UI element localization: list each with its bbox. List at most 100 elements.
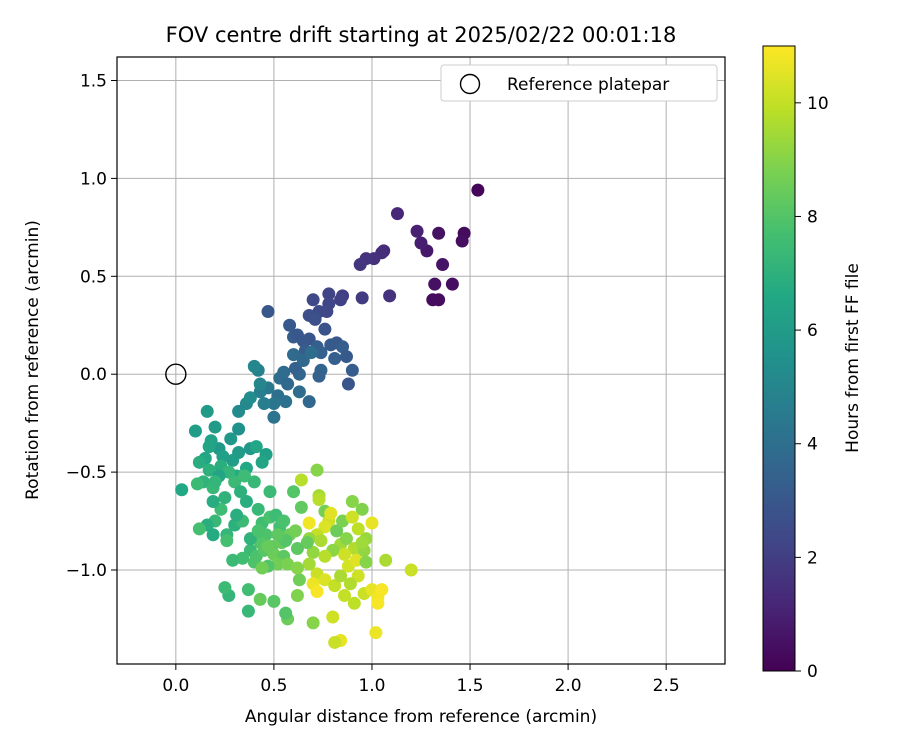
chart-title: FOV centre drift starting at 2025/02/22 … [166, 23, 677, 47]
data-point [255, 561, 269, 575]
data-point [249, 440, 263, 454]
data-point [320, 305, 334, 319]
legend-box [440, 64, 718, 102]
data-point [324, 506, 338, 520]
data-points [175, 183, 485, 649]
data-point [404, 563, 418, 577]
data-point [271, 528, 285, 542]
data-point [326, 610, 340, 624]
data-point [290, 561, 304, 575]
colorbar-tick-label: 0 [807, 662, 818, 682]
data-point [288, 524, 302, 538]
data-point [253, 377, 267, 391]
y-tick-label: 0.0 [80, 365, 107, 385]
data-point [343, 577, 357, 591]
data-point [294, 473, 308, 487]
data-point [310, 463, 324, 477]
data-point [351, 522, 365, 536]
data-point [251, 524, 265, 538]
data-point [314, 534, 328, 548]
data-point [287, 485, 301, 499]
data-point [218, 491, 232, 505]
data-point [290, 328, 304, 342]
data-point [234, 485, 248, 499]
data-point [208, 420, 222, 434]
data-point [334, 569, 348, 583]
data-point [359, 555, 373, 569]
data-point [328, 352, 342, 366]
data-point [232, 422, 246, 436]
data-point [277, 514, 291, 528]
data-point [336, 340, 350, 354]
colorbar-gradient [762, 45, 796, 672]
data-point [237, 469, 251, 483]
y-tick-label: 1.5 [80, 71, 107, 91]
data-point [318, 573, 332, 587]
data-point [349, 553, 363, 567]
data-point [410, 224, 424, 238]
data-point [267, 594, 281, 608]
data-point [232, 404, 246, 418]
data-point [236, 551, 250, 565]
data-point [279, 606, 293, 620]
data-point [190, 477, 204, 491]
colorbar-ticks: 0 2 4 6 8 10 [795, 94, 829, 682]
data-point [355, 291, 369, 305]
y-tick-label: −1.0 [66, 561, 107, 581]
x-axis-label: Angular distance from reference (arcmin) [245, 707, 597, 727]
data-point [294, 500, 308, 514]
data-point [328, 579, 342, 593]
data-point [345, 510, 359, 524]
data-point [292, 573, 306, 587]
data-point [283, 318, 297, 332]
data-point [310, 585, 324, 599]
data-point [241, 604, 255, 618]
data-point [306, 616, 320, 630]
data-point [175, 483, 189, 497]
data-point [339, 532, 353, 546]
legend: Reference platepar [440, 64, 718, 102]
data-point [318, 322, 332, 336]
data-point [281, 557, 295, 571]
data-point [271, 557, 285, 571]
data-point [341, 377, 355, 391]
data-point [432, 293, 446, 307]
data-point [241, 583, 255, 597]
y-axis-ticks: −1.0 −0.5 0.0 0.5 1.0 1.5 [66, 71, 117, 581]
data-point [261, 540, 275, 554]
data-point [302, 395, 316, 409]
data-point [318, 549, 332, 563]
data-point [287, 348, 301, 362]
data-point [222, 465, 236, 479]
data-point [369, 626, 383, 640]
reference-marker [165, 363, 187, 385]
data-point [371, 596, 385, 610]
data-point [345, 494, 359, 508]
data-point [257, 397, 271, 411]
data-point [314, 346, 328, 360]
data-point [279, 395, 293, 409]
data-point [306, 293, 320, 307]
data-point [261, 305, 275, 319]
data-point [292, 385, 306, 399]
y-axis-label: Rotation from reference (arcmin) [23, 220, 43, 500]
data-point [202, 463, 216, 477]
data-point [383, 289, 397, 303]
data-point [322, 287, 336, 301]
data-point [304, 346, 318, 360]
data-point [192, 455, 206, 469]
y-tick-label: −0.5 [66, 463, 107, 483]
data-point [432, 226, 446, 240]
colorbar-tick-label: 10 [807, 94, 829, 114]
data-point [353, 258, 367, 272]
data-point [224, 432, 238, 446]
data-point [324, 338, 338, 352]
data-point [200, 404, 214, 418]
data-point [290, 541, 304, 555]
data-point [338, 588, 352, 602]
colorbar-tick-label: 8 [807, 207, 818, 227]
data-point [328, 635, 342, 649]
x-tick-label: 1.5 [457, 676, 484, 696]
data-point [445, 277, 459, 291]
